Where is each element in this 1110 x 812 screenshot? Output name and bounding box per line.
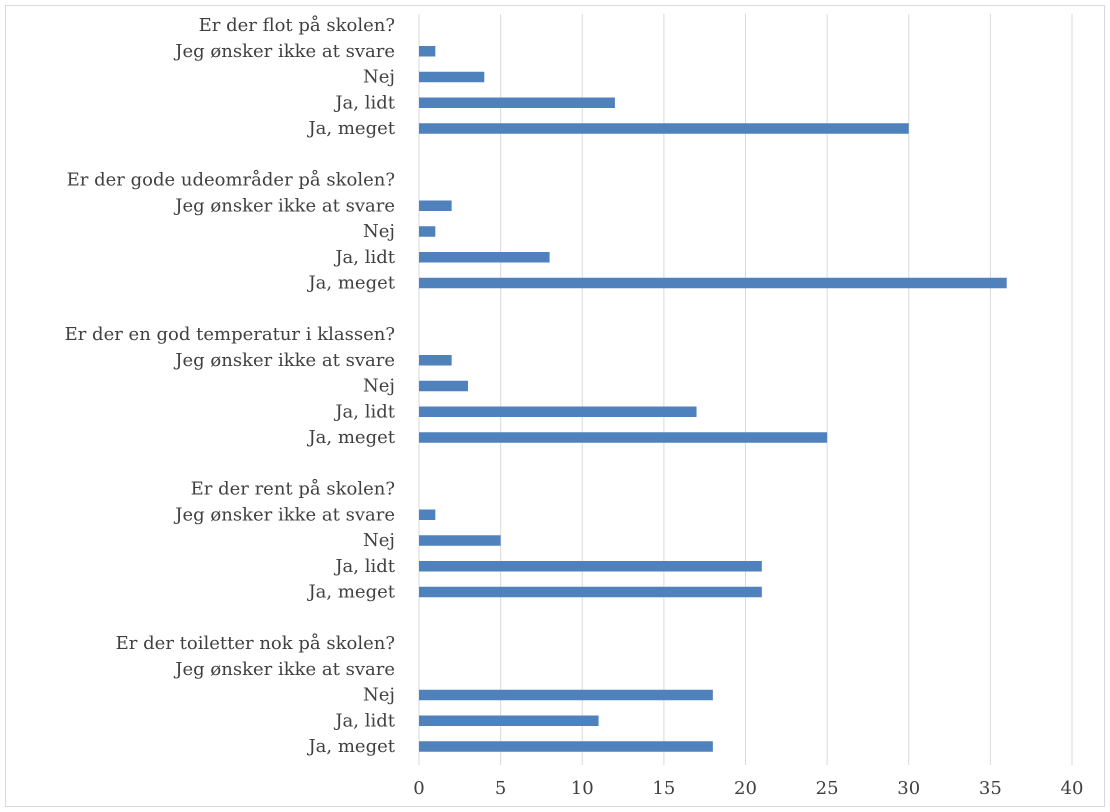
category-label: Nej: [363, 221, 395, 242]
category-label: Ja, lidt: [333, 247, 395, 268]
x-tick-label: 25: [816, 778, 839, 799]
bar: [419, 71, 485, 83]
question-label: Er der en god temperatur i klassen?: [65, 324, 395, 345]
bar: [419, 715, 599, 726]
question-label: Er der toiletter nok på skolen?: [116, 632, 395, 654]
x-tick-label: 20: [734, 778, 757, 799]
chart-frame: [5, 5, 1105, 807]
bar: [419, 123, 909, 134]
x-axis-ticks: 0 5 10 15 20 25 30 35 40: [413, 778, 1083, 799]
bar: [419, 46, 436, 57]
category-label: Ja, meget: [306, 427, 395, 448]
bar: [419, 561, 762, 572]
bar: [419, 741, 713, 752]
category-label: Ja, lidt: [333, 710, 395, 731]
category-label: Nej: [363, 376, 395, 397]
bar: [419, 200, 452, 211]
question-label: Er der flot på skolen?: [199, 14, 395, 36]
category-label: Ja, lidt: [333, 92, 395, 113]
category-label: Jeg ønsker ikke at svare: [173, 41, 395, 62]
bar: [419, 406, 697, 417]
category-label: Ja, meget: [306, 273, 395, 294]
question-label: Er der rent på skolen?: [191, 478, 395, 500]
category-label: Ja, meget: [306, 736, 395, 757]
category-label: Nej: [363, 530, 395, 551]
bar: [419, 432, 828, 443]
category-label: Nej: [363, 67, 395, 88]
category-label: Ja, meget: [306, 118, 395, 139]
category-label: Jeg ønsker ikke at svare: [173, 659, 395, 680]
category-label: Ja, lidt: [333, 401, 395, 422]
question-label: Er der gode udeområder på skolen?: [67, 169, 395, 191]
category-label: Jeg ønsker ikke at svare: [173, 350, 395, 371]
category-label: Jeg ønsker ikke at svare: [173, 504, 395, 525]
bars: [419, 46, 1007, 752]
bar: [419, 509, 436, 520]
bar: [419, 689, 713, 701]
bar: [419, 535, 501, 546]
bar: [419, 586, 762, 598]
bar: [419, 355, 452, 366]
category-label: Ja, lidt: [333, 556, 395, 577]
x-tick-label: 0: [413, 778, 424, 799]
x-tick-label: 40: [1061, 778, 1084, 799]
bar: [419, 277, 1007, 289]
category-label: Nej: [363, 685, 395, 706]
x-tick-label: 15: [652, 778, 675, 799]
bar: [419, 226, 436, 237]
x-tick-label: 10: [571, 778, 594, 799]
category-labels: Er der flot på skolen? Jeg ønsker ikke at…: [65, 14, 396, 757]
bar: [419, 380, 468, 392]
category-label: Jeg ønsker ikke at svare: [173, 195, 395, 216]
bar: [419, 97, 615, 108]
category-label: Ja, meget: [306, 582, 395, 603]
x-tick-label: 30: [897, 778, 920, 799]
x-tick-label: 35: [979, 778, 1002, 799]
x-tick-label: 5: [495, 778, 506, 799]
gridlines: [418, 14, 1073, 765]
bar: [419, 252, 550, 263]
